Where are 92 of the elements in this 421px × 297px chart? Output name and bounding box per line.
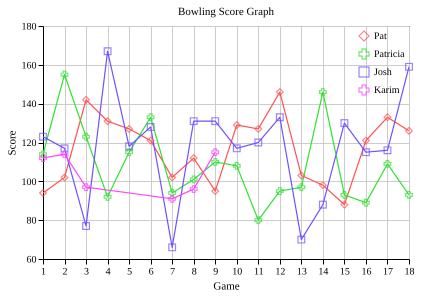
point xyxy=(211,187,220,195)
x-tick-label: 3 xyxy=(84,266,90,278)
point xyxy=(362,148,370,156)
legend-label: Karim xyxy=(374,85,400,96)
x-tick-label: 18 xyxy=(404,266,414,278)
x-axis-title: Game xyxy=(213,280,240,292)
point xyxy=(254,124,262,133)
point xyxy=(297,172,306,180)
point xyxy=(318,88,327,96)
point xyxy=(384,113,392,122)
point xyxy=(190,154,198,162)
x-tick-label: 4 xyxy=(106,266,111,278)
x-tick-label: 17 xyxy=(382,266,393,278)
x-tick-label: 2 xyxy=(62,266,68,278)
x-tick-label: 6 xyxy=(148,266,154,278)
point xyxy=(190,117,198,126)
x-tick-label: 15 xyxy=(340,266,350,278)
point xyxy=(82,96,90,104)
point xyxy=(254,138,262,146)
point xyxy=(82,132,90,141)
point xyxy=(168,173,176,182)
point xyxy=(232,162,241,170)
point xyxy=(125,124,134,133)
point xyxy=(384,146,392,154)
y-tick-label: 140 xyxy=(22,99,36,110)
x-tick-label: 12 xyxy=(275,266,286,278)
legend-label: Josh xyxy=(374,67,392,78)
point xyxy=(232,121,241,129)
point xyxy=(276,113,284,122)
point xyxy=(340,200,348,209)
point xyxy=(168,189,176,197)
point xyxy=(168,243,176,252)
legend-label: Pat xyxy=(374,31,387,42)
point xyxy=(104,47,112,56)
point xyxy=(125,148,134,156)
y-tick-label: 80 xyxy=(26,216,36,227)
point xyxy=(405,126,413,135)
y-axis-title: Score xyxy=(6,130,18,156)
point xyxy=(254,216,262,224)
point xyxy=(362,136,370,145)
x-tick-label: 13 xyxy=(296,266,307,278)
point xyxy=(405,190,413,199)
point xyxy=(318,200,327,209)
point xyxy=(60,150,68,158)
point xyxy=(60,70,68,78)
point xyxy=(405,62,413,71)
point xyxy=(39,189,47,197)
y-tick-label: 120 xyxy=(22,138,36,149)
x-tick-label: 9 xyxy=(213,266,218,278)
x-tick-label: 10 xyxy=(232,266,242,278)
x-tick-label: 5 xyxy=(127,266,132,278)
y-tick-label: 60 xyxy=(26,254,36,266)
x-tick-label: 11 xyxy=(254,266,264,278)
point xyxy=(146,123,155,131)
y-tick-label: 180 xyxy=(22,22,36,32)
point xyxy=(39,132,47,141)
legend-label: Patricia xyxy=(374,49,406,60)
point xyxy=(168,194,176,203)
point xyxy=(362,198,370,207)
point xyxy=(82,222,90,230)
x-tick-label: 8 xyxy=(192,266,197,278)
point xyxy=(146,136,155,145)
point xyxy=(276,187,284,195)
y-tick-label: 160 xyxy=(22,60,36,72)
point xyxy=(297,236,306,244)
point xyxy=(104,117,112,126)
point xyxy=(340,190,348,199)
point xyxy=(60,144,68,152)
point xyxy=(340,119,348,128)
point xyxy=(297,183,306,192)
point xyxy=(211,158,220,166)
point xyxy=(232,144,241,152)
x-tick-label: 14 xyxy=(318,266,328,278)
point xyxy=(104,192,112,201)
point xyxy=(211,117,220,126)
point xyxy=(318,181,327,190)
point xyxy=(190,185,198,194)
point xyxy=(60,173,68,182)
y-tick-label: 100 xyxy=(22,176,36,188)
chart-title: Bowling Score Graph xyxy=(178,6,274,18)
point xyxy=(39,150,47,158)
x-tick-label: 7 xyxy=(170,266,176,278)
point xyxy=(82,183,90,192)
point xyxy=(39,154,47,162)
x-tick-label: 16 xyxy=(361,266,372,278)
x-tick-label: 1 xyxy=(41,266,46,278)
point xyxy=(146,113,155,122)
point xyxy=(211,148,220,156)
point xyxy=(384,160,392,168)
point xyxy=(276,88,284,96)
point xyxy=(190,175,198,184)
point xyxy=(125,142,134,150)
